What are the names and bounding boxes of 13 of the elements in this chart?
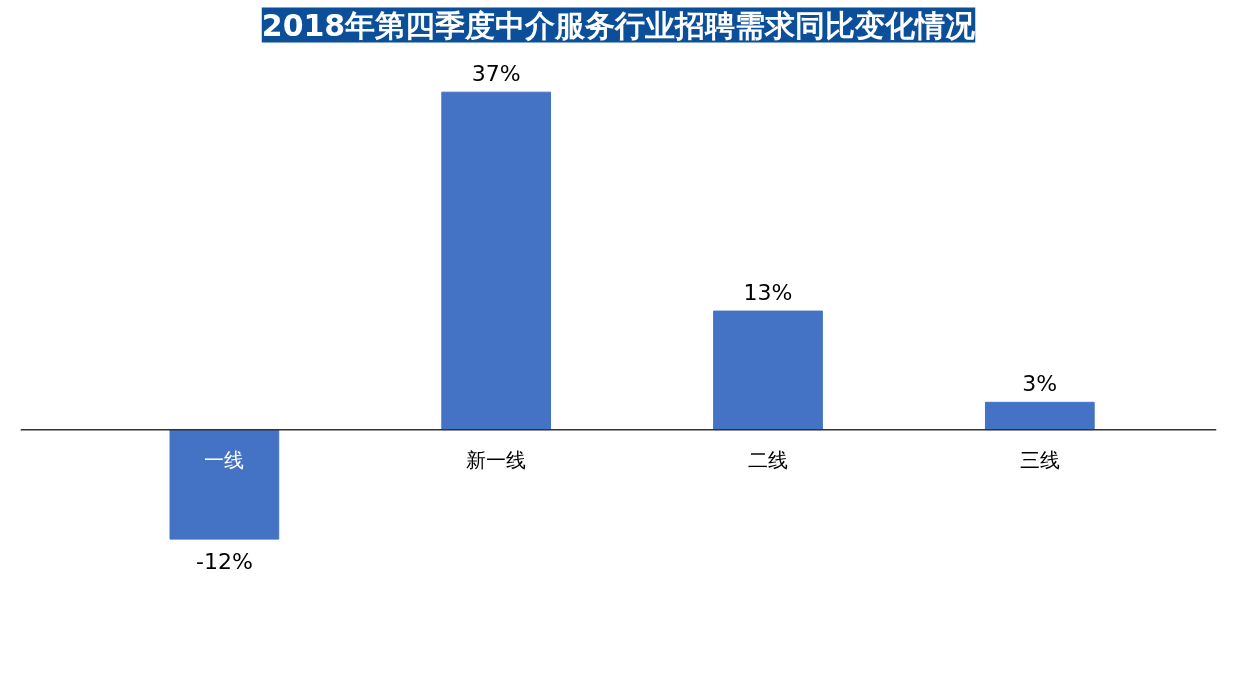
x-tick-label: 三线 bbox=[1019, 448, 1060, 473]
bar bbox=[441, 91, 552, 431]
x-tick-label: 二线 bbox=[748, 448, 788, 473]
x-tick-label: 新一线 bbox=[466, 448, 527, 473]
chart-title: 2018年第四季度中介服务行业招聘需求同比变化情况 bbox=[261, 7, 977, 43]
bar bbox=[169, 429, 280, 540]
bar bbox=[713, 310, 823, 431]
data-label: 13% bbox=[743, 279, 793, 305]
bar bbox=[984, 401, 1095, 431]
data-label: 37% bbox=[471, 60, 521, 86]
x-tick-label: 一线 bbox=[204, 448, 245, 473]
data-label: -12% bbox=[195, 548, 253, 574]
data-label: 3% bbox=[1022, 371, 1058, 397]
